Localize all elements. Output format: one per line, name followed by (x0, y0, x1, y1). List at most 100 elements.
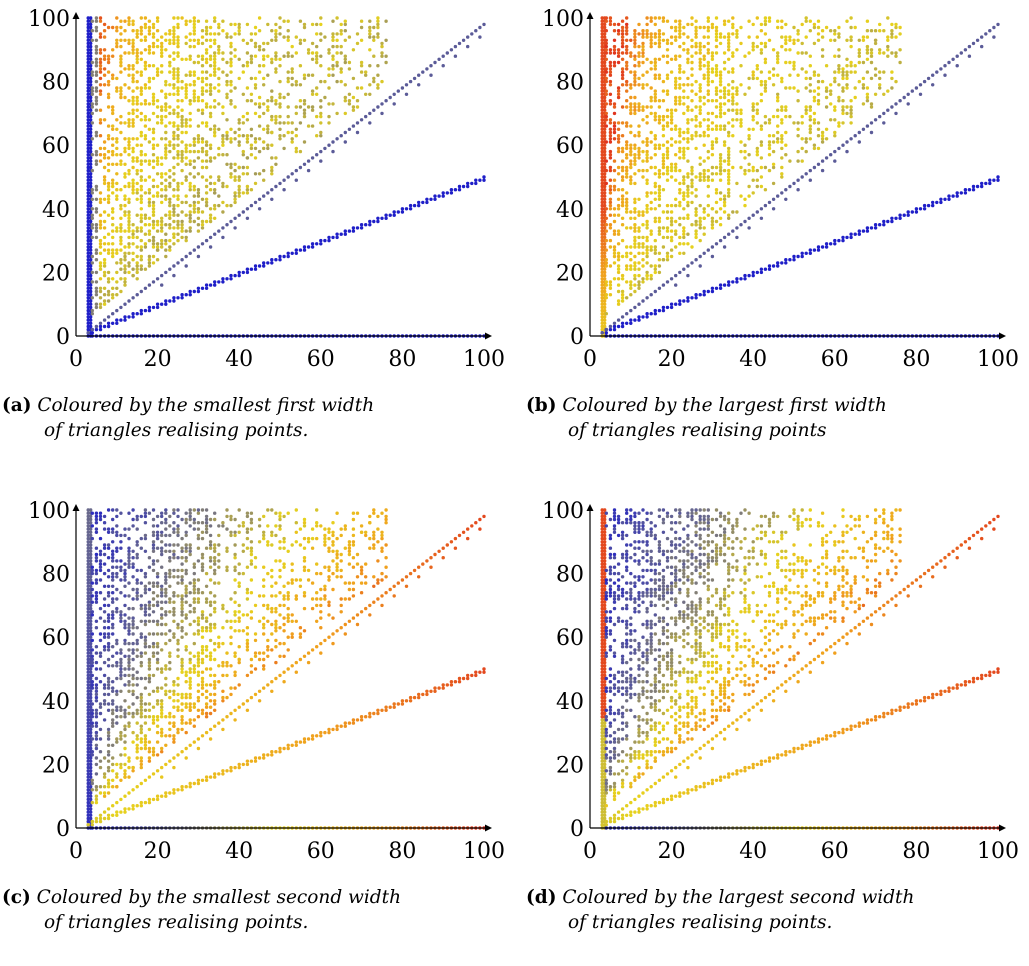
point-c-601 (91, 572, 94, 575)
point-a-1420 (189, 83, 192, 86)
point-a-974 (136, 245, 139, 248)
point-b-683 (613, 39, 616, 42)
point-b-542 (911, 89, 914, 92)
point-a-1226 (164, 109, 167, 112)
point-b-685 (613, 23, 616, 26)
point-a-1053 (144, 214, 147, 217)
point-b-487 (743, 220, 746, 223)
point-a-1360 (180, 150, 183, 153)
point-a-1110 (152, 245, 155, 248)
point-c-403 (368, 715, 371, 718)
point-c-434 (454, 680, 457, 683)
point-a-1978 (340, 29, 343, 32)
point-b-1584 (731, 118, 734, 121)
point-b-1963 (862, 77, 865, 80)
point-b-1969 (866, 93, 869, 96)
point-a-1854 (287, 121, 290, 124)
point-b-792 (625, 89, 628, 92)
point-a-1438 (193, 166, 196, 169)
point-a-1856 (287, 93, 290, 96)
point-b-891 (637, 274, 640, 277)
point-b-1739 (776, 99, 779, 102)
point-b-1087 (658, 45, 661, 48)
point-b-844 (633, 274, 636, 277)
point-a-945 (131, 137, 134, 140)
point-c-716 (103, 521, 106, 524)
point-b-953 (641, 29, 644, 32)
point-a-1530 (205, 89, 208, 92)
point-b-1743 (776, 61, 779, 64)
point-b-1461 (711, 67, 714, 70)
point-b-726 (621, 296, 624, 299)
point-a-371 (282, 255, 285, 258)
point-a-1021 (140, 185, 143, 188)
point-a-662 (99, 223, 102, 226)
point-b-1135 (666, 150, 669, 153)
point-a-1161 (156, 144, 159, 147)
point-a-306 (107, 322, 110, 325)
point-a-628 (95, 109, 98, 112)
point-b-968 (645, 207, 648, 210)
point-b-1269 (682, 42, 685, 45)
point-a-1088 (148, 191, 151, 194)
point-a-1191 (160, 121, 163, 124)
point-b-1262 (682, 112, 685, 115)
point-b-801 (625, 39, 628, 42)
point-a-621 (95, 185, 98, 188)
point-b-1277 (686, 194, 689, 197)
point-b-1980 (870, 102, 873, 105)
point-a-1405 (189, 210, 192, 213)
point-a-720 (103, 48, 106, 51)
point-c-173 (89, 553, 92, 556)
point-b-722 (617, 32, 620, 35)
point-a-1791 (266, 128, 269, 131)
point-b-1132 (666, 166, 669, 169)
point-b-740 (621, 179, 624, 182)
point-a-347 (217, 280, 220, 283)
point-a-1900 (303, 74, 306, 77)
point-a-1824 (274, 58, 277, 61)
point-c-468 (172, 756, 175, 759)
point-b-735 (621, 204, 624, 207)
point-b-420 (931, 201, 934, 204)
point-c-745 (107, 632, 110, 635)
point-b-1137 (666, 140, 669, 143)
point-a-1149 (156, 245, 159, 248)
point-b-1875 (821, 35, 824, 38)
point-a-675 (99, 93, 102, 96)
point-b-508 (809, 169, 812, 172)
point-a-912 (127, 121, 130, 124)
point-a-1763 (258, 137, 261, 140)
point-a-661 (99, 226, 102, 229)
point-b-1239 (678, 26, 681, 29)
point-b-1108 (662, 128, 665, 131)
point-b-850 (633, 242, 636, 245)
point-a-421 (417, 204, 420, 207)
point-a-1932 (319, 115, 322, 118)
point-b-1328 (694, 233, 697, 236)
point-c-535 (376, 597, 379, 600)
point-a-699 (103, 248, 106, 251)
point-b-432 (964, 188, 967, 191)
point-c-578 (91, 725, 94, 728)
point-c-414 (401, 699, 404, 702)
point-b-422 (935, 201, 938, 204)
point-a-1825 (274, 55, 277, 58)
point-c-754 (107, 575, 110, 578)
point-a-1172 (156, 20, 159, 23)
point-b-1967 (866, 99, 869, 102)
point-b-1288 (686, 128, 689, 131)
point-a-506 (287, 175, 290, 178)
point-a-855 (119, 20, 122, 23)
point-b-115 (603, 153, 606, 156)
point-b-930 (641, 236, 644, 239)
point-a-907 (127, 147, 130, 150)
point-b-171 (603, 64, 606, 67)
point-b-1949 (849, 16, 852, 19)
point-b-1559 (727, 156, 730, 159)
point-b-1215 (678, 188, 681, 191)
point-a-1986 (344, 39, 347, 42)
point-a-781 (111, 128, 114, 131)
point-a-1685 (238, 188, 241, 191)
point-a-615 (95, 226, 98, 229)
